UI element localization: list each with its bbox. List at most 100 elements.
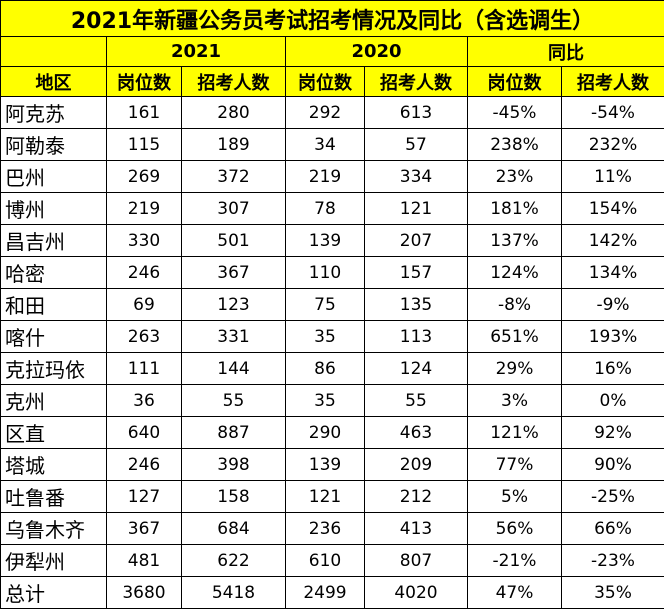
region-cell: 阿克苏 <box>0 96 107 129</box>
value-cell: 372 <box>181 160 286 193</box>
table-row: 总计 3680 5418 2499 4020 47% 35% <box>0 576 664 609</box>
table-row: 阿勒泰 115 189 34 57 238% 232% <box>0 128 664 161</box>
value-cell: 142% <box>561 224 664 257</box>
value-cell: 2499 <box>285 576 365 609</box>
region-cell: 喀什 <box>0 320 107 353</box>
value-cell: -45% <box>467 96 562 129</box>
value-cell: -8% <box>467 288 562 321</box>
table-row: 乌鲁木齐 367 684 236 413 56% 66% <box>0 512 664 545</box>
value-cell: 5418 <box>181 576 286 609</box>
value-cell: 115 <box>106 128 182 161</box>
value-cell: 66% <box>561 512 664 545</box>
column-header: 岗位数 <box>467 66 562 97</box>
column-header: 招考人数 <box>181 66 286 97</box>
column-header: 招考人数 <box>364 66 468 97</box>
value-cell: 398 <box>181 448 286 481</box>
value-cell: 29% <box>467 352 562 385</box>
value-cell: 135 <box>364 288 468 321</box>
table-row: 伊犁州 481 622 610 807 -21% -23% <box>0 544 664 577</box>
column-header: 岗位数 <box>106 66 182 97</box>
table-row: 克拉玛依 111 144 86 124 29% 16% <box>0 352 664 385</box>
value-cell: 367 <box>106 512 182 545</box>
value-cell: 86 <box>285 352 365 385</box>
value-cell: 158 <box>181 480 286 513</box>
table-row: 区直 640 887 290 463 121% 92% <box>0 416 664 449</box>
value-cell: 121% <box>467 416 562 449</box>
value-cell: 189 <box>181 128 286 161</box>
value-cell: 684 <box>181 512 286 545</box>
value-cell: 651% <box>467 320 562 353</box>
value-cell: -25% <box>561 480 664 513</box>
group-header: 2021 <box>106 36 286 67</box>
value-cell: 212 <box>364 480 468 513</box>
column-header: 地区 <box>0 66 107 97</box>
value-cell: 4020 <box>364 576 468 609</box>
value-cell: 246 <box>106 256 182 289</box>
value-cell: 219 <box>106 192 182 225</box>
value-cell: 55 <box>364 384 468 417</box>
value-cell: 90% <box>561 448 664 481</box>
value-cell: 246 <box>106 448 182 481</box>
value-cell: 501 <box>181 224 286 257</box>
value-cell: -23% <box>561 544 664 577</box>
group-header: 2020 <box>285 36 468 67</box>
region-cell: 哈密 <box>0 256 107 289</box>
region-cell: 塔城 <box>0 448 107 481</box>
value-cell: 134% <box>561 256 664 289</box>
value-cell: 154% <box>561 192 664 225</box>
value-cell: 137% <box>467 224 562 257</box>
value-cell: 280 <box>181 96 286 129</box>
value-cell: 123 <box>181 288 286 321</box>
value-cell: 292 <box>285 96 365 129</box>
value-cell: 111 <box>106 352 182 385</box>
value-cell: 57 <box>364 128 468 161</box>
region-cell: 博州 <box>0 192 107 225</box>
value-cell: 121 <box>364 192 468 225</box>
table-row: 哈密 246 367 110 157 124% 134% <box>0 256 664 289</box>
column-header: 招考人数 <box>561 66 664 97</box>
value-cell: 47% <box>467 576 562 609</box>
table-row: 昌吉州 330 501 139 207 137% 142% <box>0 224 664 257</box>
region-cell: 吐鲁番 <box>0 480 107 513</box>
value-cell: 331 <box>181 320 286 353</box>
table-row: 和田 69 123 75 135 -8% -9% <box>0 288 664 321</box>
value-cell: 92% <box>561 416 664 449</box>
value-cell: 113 <box>364 320 468 353</box>
value-cell: 269 <box>106 160 182 193</box>
region-cell: 区直 <box>0 416 107 449</box>
value-cell: 34 <box>285 128 365 161</box>
table-row: 吐鲁番 127 158 121 212 5% -25% <box>0 480 664 513</box>
value-cell: 35% <box>561 576 664 609</box>
value-cell: 16% <box>561 352 664 385</box>
value-cell: 124 <box>364 352 468 385</box>
value-cell: 139 <box>285 448 365 481</box>
group-header-row: 2021 2020 同比 <box>0 36 664 67</box>
value-cell: 77% <box>467 448 562 481</box>
value-cell: 23% <box>467 160 562 193</box>
value-cell: 481 <box>106 544 182 577</box>
table-row: 塔城 246 398 139 209 77% 90% <box>0 448 664 481</box>
value-cell: 330 <box>106 224 182 257</box>
value-cell: 263 <box>106 320 182 353</box>
region-cell: 克拉玛依 <box>0 352 107 385</box>
value-cell: 236 <box>285 512 365 545</box>
region-cell: 昌吉州 <box>0 224 107 257</box>
value-cell: 238% <box>467 128 562 161</box>
value-cell: 181% <box>467 192 562 225</box>
value-cell: 121 <box>285 480 365 513</box>
title-row: 2021年新疆公务员考试招考情况及同比（含选调生） <box>0 0 664 37</box>
value-cell: 144 <box>181 352 286 385</box>
value-cell: 413 <box>364 512 468 545</box>
region-cell: 乌鲁木齐 <box>0 512 107 545</box>
value-cell: 613 <box>364 96 468 129</box>
table-row: 巴州 269 372 219 334 23% 11% <box>0 160 664 193</box>
value-cell: -21% <box>467 544 562 577</box>
value-cell: 35 <box>285 384 365 417</box>
value-cell: 78 <box>285 192 365 225</box>
table-row: 克州 36 55 35 55 3% 0% <box>0 384 664 417</box>
value-cell: 124% <box>467 256 562 289</box>
value-cell: 55 <box>181 384 286 417</box>
value-cell: 887 <box>181 416 286 449</box>
value-cell: 219 <box>285 160 365 193</box>
value-cell: 127 <box>106 480 182 513</box>
